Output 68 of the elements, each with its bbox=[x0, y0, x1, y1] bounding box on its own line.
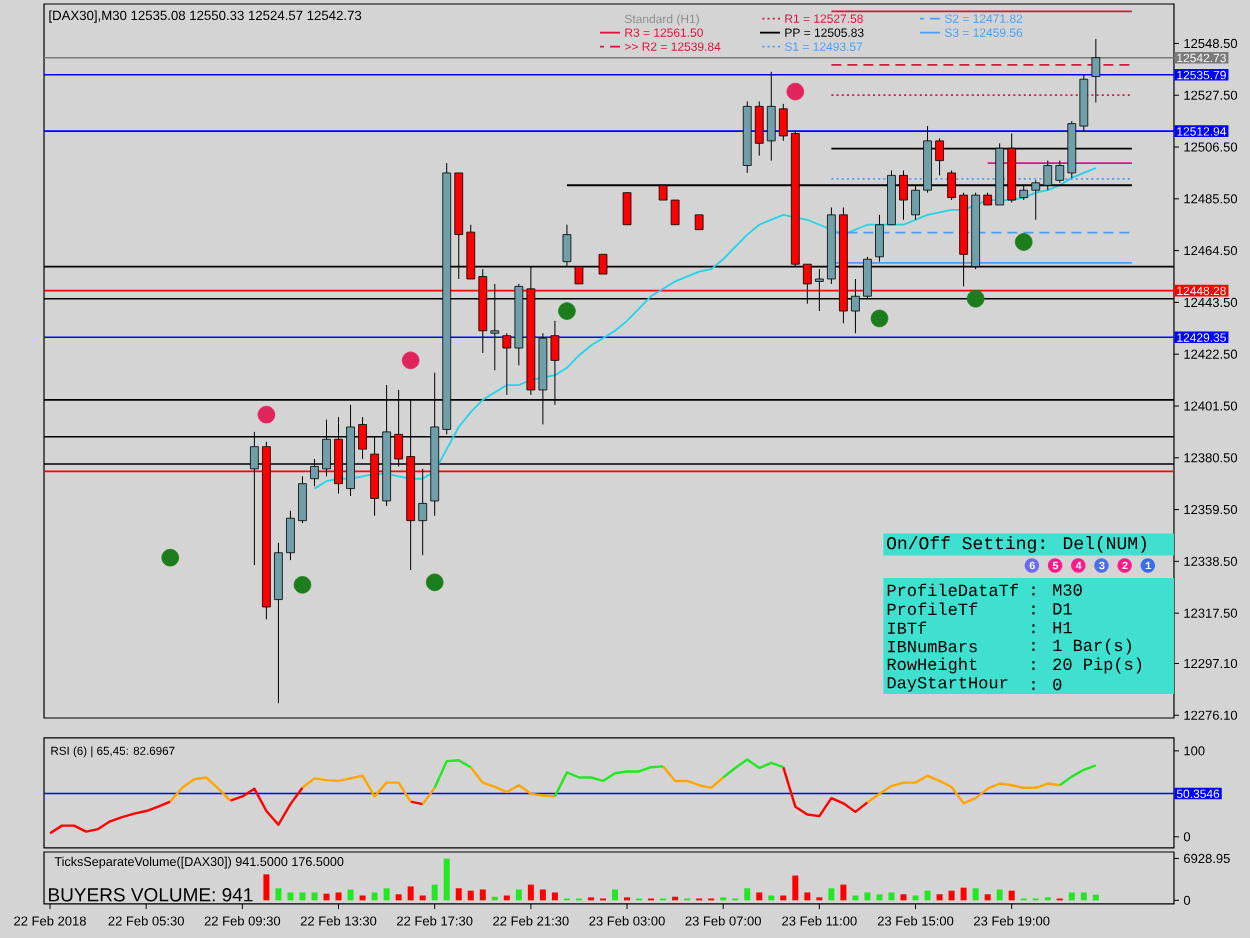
point bbox=[1014, 233, 1033, 251]
bar bbox=[323, 893, 330, 901]
annotation: DayStartHour bbox=[887, 676, 1008, 692]
bar bbox=[960, 887, 967, 901]
point bbox=[786, 82, 805, 101]
annotation: : D1 bbox=[1032, 603, 1072, 615]
point bbox=[425, 573, 444, 592]
annotation: IBNumBars bbox=[888, 640, 977, 653]
bar bbox=[287, 892, 294, 901]
bar bbox=[900, 894, 907, 901]
bar bbox=[467, 890, 474, 901]
bar bbox=[804, 892, 811, 901]
bar bbox=[443, 858, 450, 901]
bar bbox=[828, 888, 835, 901]
annotation: : 0 bbox=[1032, 678, 1062, 691]
bar bbox=[936, 894, 943, 901]
point bbox=[558, 302, 576, 320]
bar bbox=[864, 892, 871, 901]
bar bbox=[347, 889, 354, 901]
bar bbox=[1008, 890, 1015, 901]
annotation: : 20 Pip(s) bbox=[1032, 657, 1142, 674]
annotation: IBTf bbox=[888, 621, 927, 634]
bar bbox=[383, 888, 390, 901]
bar bbox=[431, 884, 438, 901]
annotation: ProfileDataTf bbox=[887, 583, 1018, 597]
bar bbox=[371, 892, 378, 901]
bar bbox=[924, 890, 931, 901]
point bbox=[966, 289, 985, 308]
bar bbox=[335, 892, 342, 901]
annotation: : M30 bbox=[1032, 584, 1082, 596]
bar bbox=[1080, 892, 1087, 901]
bar bbox=[948, 890, 955, 901]
bar bbox=[744, 888, 751, 901]
annotation: : H1 bbox=[1032, 622, 1072, 634]
bar bbox=[612, 889, 619, 901]
bar bbox=[527, 884, 534, 901]
point bbox=[257, 405, 276, 424]
annotation: RowHeight bbox=[887, 657, 977, 674]
bar bbox=[407, 886, 414, 901]
text: On/Off Setting: Del(NUM) bbox=[887, 536, 1146, 553]
bar bbox=[972, 888, 979, 901]
bar bbox=[551, 892, 558, 901]
bar bbox=[876, 894, 883, 901]
point bbox=[161, 548, 180, 567]
bar bbox=[479, 889, 486, 901]
bar bbox=[299, 892, 306, 901]
bar bbox=[756, 892, 763, 901]
bar bbox=[996, 889, 1003, 901]
bar bbox=[888, 892, 895, 901]
bar bbox=[275, 888, 282, 901]
bar bbox=[840, 884, 847, 901]
bar bbox=[1068, 892, 1075, 901]
candlestick bbox=[1091, 38, 1101, 103]
bar bbox=[792, 875, 799, 901]
point bbox=[401, 351, 420, 370]
point bbox=[870, 309, 889, 328]
bar bbox=[515, 889, 522, 901]
bar bbox=[311, 892, 318, 901]
annotation: : 1 Bar(s) bbox=[1032, 638, 1131, 655]
point bbox=[293, 576, 312, 594]
bar bbox=[984, 894, 991, 901]
bar bbox=[455, 888, 462, 901]
annotation: BUYERS VOLUME: 941 bbox=[49, 888, 253, 902]
annotation: ProfileTf bbox=[887, 602, 978, 616]
candlestick bbox=[622, 192, 632, 226]
bar bbox=[263, 874, 270, 901]
bar bbox=[395, 894, 402, 901]
bar bbox=[539, 889, 546, 901]
